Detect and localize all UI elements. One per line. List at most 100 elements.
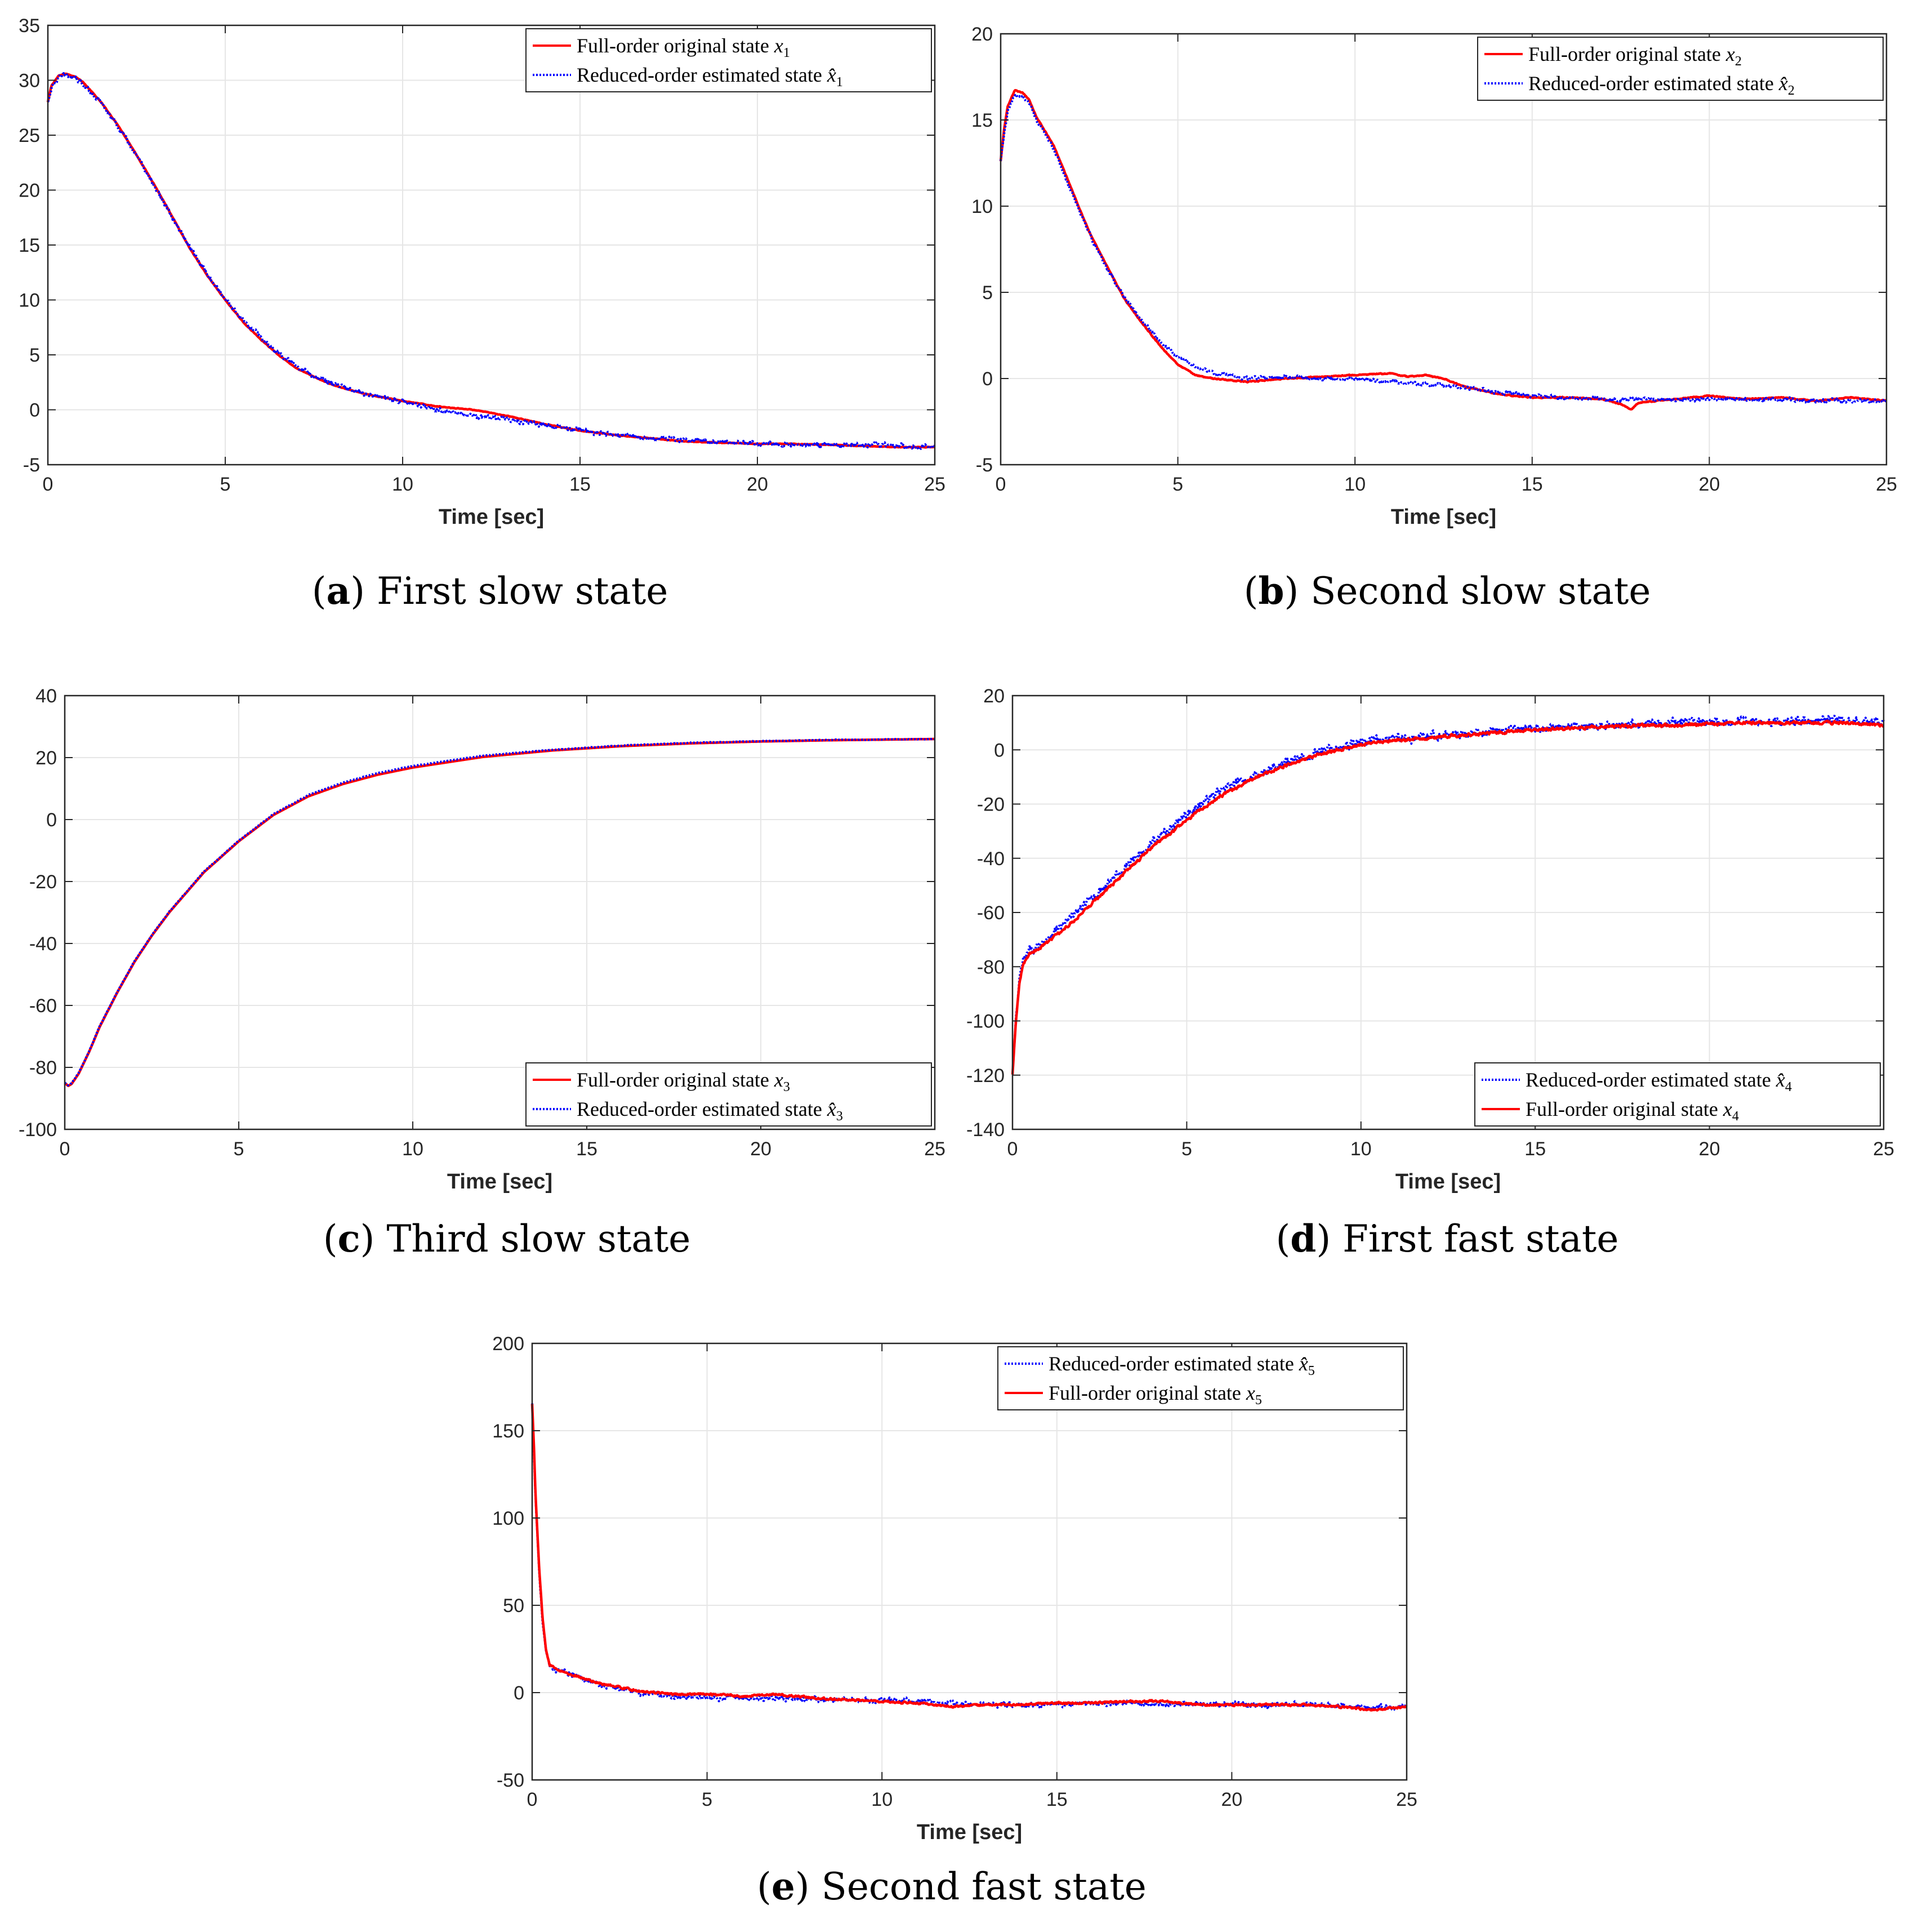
- plot-area: [65, 696, 935, 1129]
- x-axis-label: Time [sec]: [917, 1820, 1022, 1844]
- x-tick-label: 15: [1524, 1138, 1546, 1160]
- caption-a: (a) First slow state: [311, 569, 668, 613]
- y-tick-label: 15: [971, 110, 993, 131]
- legend-entry-symbol: x̂: [1776, 1069, 1785, 1091]
- legend-entry-name: Reduced-order estimated state: [1526, 1069, 1776, 1091]
- x-tick-label: 15: [1522, 474, 1543, 495]
- y-tick-label: 150: [492, 1421, 524, 1442]
- y-tick-label: -40: [977, 848, 1005, 870]
- x-tick-label: 10: [1344, 474, 1366, 495]
- x-tick-label: 5: [702, 1789, 712, 1810]
- y-tick-label: -20: [977, 794, 1005, 816]
- legend-entry-subscript: 5: [1255, 1393, 1262, 1408]
- x-axis-label: Time [sec]: [439, 505, 544, 529]
- y-tick-label: 10: [971, 196, 993, 217]
- legend-entry-subscript: 2: [1735, 54, 1742, 69]
- y-tick-label: -5: [976, 455, 993, 476]
- caption-d: (d) First fast state: [1275, 1217, 1619, 1261]
- legend-entry-subscript: 1: [836, 75, 843, 90]
- legend-entry-symbol: x: [1723, 1098, 1732, 1120]
- y-tick-label: -40: [29, 933, 57, 955]
- y-tick-label: 20: [971, 24, 993, 45]
- x-tick-label: 0: [43, 474, 53, 495]
- x-tick-label: 25: [1876, 474, 1897, 495]
- x-tick-label: 10: [871, 1789, 893, 1810]
- legend-entry-subscript: 3: [836, 1109, 843, 1124]
- y-tick-label: -50: [497, 1770, 524, 1791]
- y-tick-label: 35: [19, 15, 40, 37]
- x-tick-label: 25: [924, 474, 945, 495]
- legend-entry: Full-order original state x4: [1526, 1098, 1739, 1124]
- axes-box: [1000, 33, 1888, 466]
- x-tick-label: 0: [1007, 1138, 1018, 1160]
- legend-box: [1474, 1062, 1881, 1127]
- x-tick-label: 0: [996, 474, 1006, 495]
- x-tick-label: 20: [1221, 1789, 1242, 1810]
- legend-box: [525, 28, 932, 92]
- y-tick-label: -60: [977, 902, 1005, 924]
- axes-box: [64, 695, 936, 1130]
- panel-a: 0 5 10 15 20 25 -5 0 5 10 15 20 25 30 35 Time [sec] Full…: [0, 0, 957, 631]
- panel-e: 0 5 10 15 20 25 -50 0 50 100 150 200 Time [sec] Reduc…: [473, 1296, 1430, 1926]
- panel-b: 0 5 10 15 20 25 -5 0 5 10 15 20 Time [sec] Full-order…: [952, 0, 1909, 631]
- x-tick-label: 0: [60, 1138, 70, 1160]
- y-tick-label: -20: [29, 871, 57, 893]
- y-tick-label: 0: [982, 368, 993, 390]
- legend-entry-symbol: x̂: [1778, 72, 1788, 95]
- caption-c: (c) Third slow state: [323, 1217, 691, 1261]
- y-tick-label: 0: [46, 809, 57, 831]
- legend-entry-name: Full-order original state: [1049, 1382, 1246, 1404]
- legend-entry-symbol: x̂: [827, 1098, 836, 1120]
- y-tick-label: -140: [966, 1119, 1005, 1141]
- caption-e: (e) Second fast state: [757, 1864, 1147, 1908]
- legend-entry-symbol: x: [1725, 43, 1735, 65]
- y-tick-label: 5: [29, 345, 40, 366]
- legend-entry: Full-order original state x3: [577, 1069, 790, 1094]
- legend-entry-name: Full-order original state: [1528, 43, 1726, 65]
- plot-area: [532, 1343, 1407, 1780]
- legend-entry-name: Full-order original state: [1526, 1098, 1723, 1120]
- x-tick-label: 5: [220, 474, 231, 495]
- y-tick-label: -80: [977, 956, 1005, 978]
- legend-entry-name: Full-order original state: [577, 1069, 774, 1091]
- x-tick-label: 5: [1172, 474, 1183, 495]
- x-tick-label: 15: [576, 1138, 597, 1160]
- y-tick-label: -80: [29, 1057, 57, 1079]
- legend-entry-subscript: 2: [1788, 83, 1795, 98]
- x-tick-label: 15: [1046, 1789, 1068, 1810]
- legend-entry-subscript: 5: [1308, 1364, 1315, 1378]
- x-axis-label: Time [sec]: [1395, 1170, 1501, 1194]
- legend-entry: Reduced-order estimated state x̂2: [1528, 72, 1795, 98]
- y-tick-label: 0: [514, 1682, 524, 1704]
- legend-box: [997, 1346, 1404, 1410]
- x-tick-label: 20: [1699, 1138, 1720, 1160]
- x-tick-label: 10: [402, 1138, 423, 1160]
- legend-entry-name: Reduced-order estimated state: [577, 1098, 827, 1120]
- series-line-full-order: [530, 1404, 1408, 1712]
- legend-entry-subscript: 4: [1732, 1109, 1739, 1124]
- panel-d: 0 5 10 15 20 25 -140 -120 -100 -80 -60 -40 -20 0 20 Tim…: [952, 648, 1909, 1279]
- legend-entry-symbol: x: [1246, 1382, 1255, 1404]
- y-tick-label: 0: [994, 740, 1005, 761]
- y-tick-label: -5: [23, 455, 40, 476]
- legend-entry-name: Full-order original state: [577, 34, 774, 57]
- panel-c: 0 5 10 15 20 25 -100 -80 -60 -40 -20 0 20 40 Time [sec…: [0, 648, 957, 1279]
- y-tick-label: -100: [966, 1011, 1005, 1032]
- x-tick-label: 5: [234, 1138, 244, 1160]
- chart-d: 0 5 10 15 20 25 -140 -120 -100 -80 -60 -40 -20 0 20 Tim…: [966, 685, 1894, 1194]
- plot-area: [1001, 34, 1886, 465]
- legend-entry-name: Reduced-order estimated state: [1049, 1352, 1299, 1375]
- y-tick-label: 20: [35, 747, 57, 769]
- y-tick-label: 200: [492, 1333, 524, 1355]
- y-tick-label: 100: [492, 1508, 524, 1529]
- x-tick-label: 20: [750, 1138, 771, 1160]
- x-tick-label: 25: [924, 1138, 945, 1160]
- legend-entry-name: Reduced-order estimated state: [1528, 72, 1779, 95]
- legend-entry-name: Reduced-order estimated state: [577, 64, 827, 86]
- legend-entry: Full-order original state x2: [1528, 43, 1742, 69]
- legend-entry: Reduced-order estimated state x̂1: [577, 64, 843, 90]
- series-line-reduced-order: [64, 737, 935, 1087]
- legend-entry-symbol: x̂: [1299, 1352, 1308, 1375]
